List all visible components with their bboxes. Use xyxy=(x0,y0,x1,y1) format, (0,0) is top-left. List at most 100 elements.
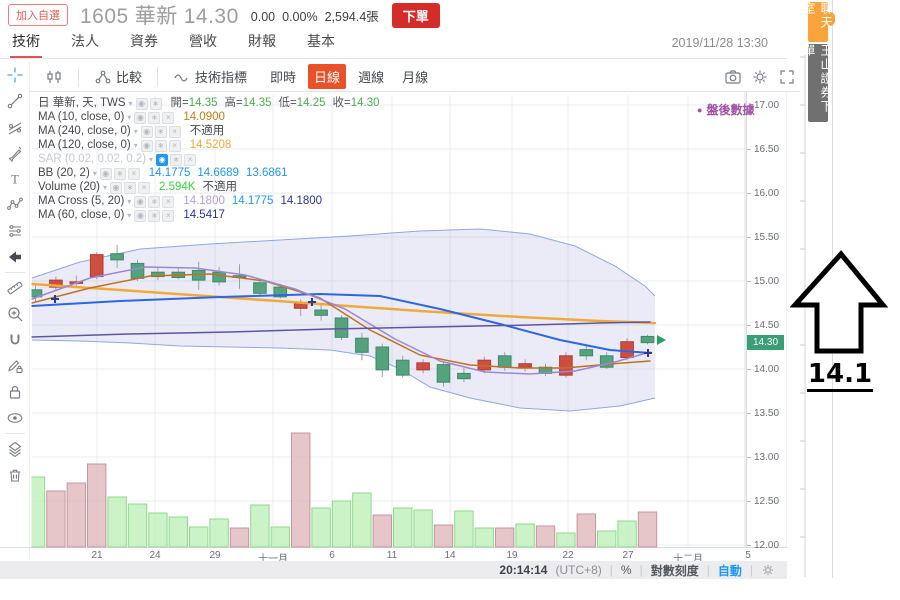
page-tab-5[interactable]: 財報 xyxy=(248,33,276,49)
legend-close-icon[interactable]: × xyxy=(184,153,197,166)
legend-close-icon[interactable]: × xyxy=(162,195,175,208)
fullscreen-icon[interactable] xyxy=(778,68,796,86)
legend-eye-icon[interactable]: ◉ xyxy=(134,111,147,124)
time-tick: 5 xyxy=(745,550,751,561)
compare-button[interactable]: 比較 xyxy=(88,64,148,89)
legend-name: MA Cross (5, 20) xyxy=(38,195,125,207)
legend-name: Volume (20) xyxy=(38,181,101,193)
legend-gear-icon[interactable]: ∗ xyxy=(154,125,167,138)
position-tool[interactable] xyxy=(2,218,28,244)
zoom-in-tool[interactable] xyxy=(2,301,28,327)
time-tick: 21 xyxy=(91,550,103,561)
page-tab-3[interactable]: 資券 xyxy=(130,33,158,49)
legend-gear-icon[interactable]: ∗ xyxy=(148,209,161,222)
volume-bar xyxy=(87,463,107,548)
candle xyxy=(151,271,165,278)
percent-scale-toggle[interactable]: % xyxy=(620,563,632,577)
broker-order-tab[interactable]: 玉山證券下單 xyxy=(802,44,833,122)
pattern-tool[interactable] xyxy=(2,192,28,218)
log-scale-toggle[interactable]: 對數刻度 xyxy=(650,563,699,578)
legend-eye-icon[interactable]: ◉ xyxy=(134,195,147,208)
candle xyxy=(579,349,594,357)
back-arrow-tool[interactable] xyxy=(2,244,28,270)
price-tick: 15.50 xyxy=(747,232,779,243)
chart-style-button[interactable] xyxy=(39,65,69,89)
price-tick: 14.50 xyxy=(747,320,779,331)
legend-value: 14.6689 xyxy=(197,167,239,179)
chat-room-tab[interactable]: 聊天室 xyxy=(802,2,833,42)
scale-settings-gear-icon[interactable] xyxy=(761,563,775,577)
legend-eye-icon[interactable]: ◉ xyxy=(110,181,123,194)
chevron-down-icon: ▾ xyxy=(92,169,97,178)
page-tab-4[interactable]: 營收 xyxy=(189,33,217,49)
volume-bar xyxy=(617,520,637,548)
legend-gear-icon[interactable]: ∗ xyxy=(148,195,161,208)
order-button[interactable]: 下單 xyxy=(391,2,440,28)
period-button-4[interactable]: 月線 xyxy=(402,70,429,85)
chevron-down-icon: ▾ xyxy=(127,211,132,220)
legend-gear-icon[interactable]: ∗ xyxy=(124,181,137,194)
trend-line-tool[interactable] xyxy=(2,88,28,114)
quote-stats: 0.00 0.00% 2,594.4張 xyxy=(251,6,386,25)
time-axis[interactable]: 21 24 29 十一月 6 11 14 19 22 27 十二月 5 xyxy=(31,549,750,565)
volume-bar xyxy=(393,507,413,548)
chevron-down-icon: ▾ xyxy=(127,197,132,206)
magnet-tool[interactable] xyxy=(2,327,28,353)
legend-row-3: MA (240, close, 0) ▾ ◉ ∗ × 不適用 xyxy=(38,125,380,139)
crosshair-tool[interactable] xyxy=(2,62,28,88)
legend-close-icon[interactable]: × xyxy=(162,111,175,124)
legend-gear-icon[interactable]: ∗ xyxy=(154,139,167,152)
measure-ruler-tool[interactable] xyxy=(2,275,28,301)
fibonacci-tool[interactable] xyxy=(2,114,28,140)
period-button-1[interactable]: 即時 xyxy=(270,70,297,85)
candle xyxy=(416,362,430,371)
page-tab-1[interactable]: 技術 xyxy=(10,27,42,58)
ma-cross-marker xyxy=(308,298,316,306)
volume-bar xyxy=(352,492,372,548)
auto-scale-toggle[interactable]: 自動 xyxy=(717,563,742,578)
chart-canvas[interactable] xyxy=(0,92,787,548)
add-watchlist-button[interactable]: 加入自選 xyxy=(8,4,68,26)
snapshot-camera-icon[interactable] xyxy=(724,68,742,86)
volume-bar xyxy=(270,526,291,548)
page-tab-6[interactable]: 基本 xyxy=(307,33,335,49)
legend-gear-icon[interactable]: ∗ xyxy=(170,153,183,166)
indicators-button[interactable]: 技術指標 xyxy=(167,64,253,89)
page-tab-2[interactable]: 法人 xyxy=(71,33,99,49)
price-tick: 16.00 xyxy=(747,188,779,199)
legend-close-icon[interactable]: × xyxy=(168,125,181,138)
legend-value: 14.1775 xyxy=(231,195,274,207)
legend-close-icon[interactable]: × xyxy=(138,181,151,194)
legend-close-icon[interactable]: × xyxy=(168,139,181,152)
legend-value: 收=14.30 xyxy=(332,97,380,109)
legend-eye-icon[interactable]: ◉ xyxy=(156,153,169,166)
price-axis[interactable]: 17.00 16.50 16.00 15.50 15.00 14.50 14.00 13.50… xyxy=(746,92,787,551)
time-tick: 24 xyxy=(149,550,161,561)
legend-eye-icon[interactable]: ◉ xyxy=(140,125,153,138)
legend-close-icon[interactable]: × xyxy=(162,209,175,222)
legend-eye-icon[interactable]: ◉ xyxy=(99,167,112,180)
settings-gear-icon[interactable] xyxy=(751,68,769,86)
legend-eye-icon[interactable]: ◉ xyxy=(135,97,148,110)
hide-drawings-eye-tool[interactable] xyxy=(2,405,28,431)
candle xyxy=(436,364,451,383)
legend-eye-icon[interactable]: ◉ xyxy=(134,209,147,222)
lock-drawings-tool[interactable] xyxy=(2,379,28,405)
period-button-2[interactable]: 日線 xyxy=(308,64,347,89)
legend-value: 14.1800 xyxy=(183,195,225,207)
remove-drawings-trash-tool[interactable] xyxy=(2,462,28,488)
drawing-mode-pencil-tool[interactable] xyxy=(2,353,28,379)
legend-gear-icon[interactable]: ∗ xyxy=(148,111,161,124)
candle xyxy=(355,337,369,353)
legend-close-icon[interactable]: × xyxy=(127,167,140,180)
volume-bar xyxy=(127,503,148,548)
brush-tool[interactable] xyxy=(2,140,28,166)
period-button-3[interactable]: 週線 xyxy=(358,70,385,85)
object-tree-layers-tool[interactable] xyxy=(2,436,28,462)
legend-eye-icon[interactable]: ◉ xyxy=(140,139,153,152)
legend-gear-icon[interactable]: ∗ xyxy=(149,97,162,110)
legend-gear-icon[interactable]: ∗ xyxy=(113,167,126,180)
text-tool[interactable]: T xyxy=(2,166,28,192)
ticker: 1605 華新 14.30 xyxy=(80,0,245,30)
post-market-toggle[interactable]: ● 盤後數據 xyxy=(697,103,755,117)
